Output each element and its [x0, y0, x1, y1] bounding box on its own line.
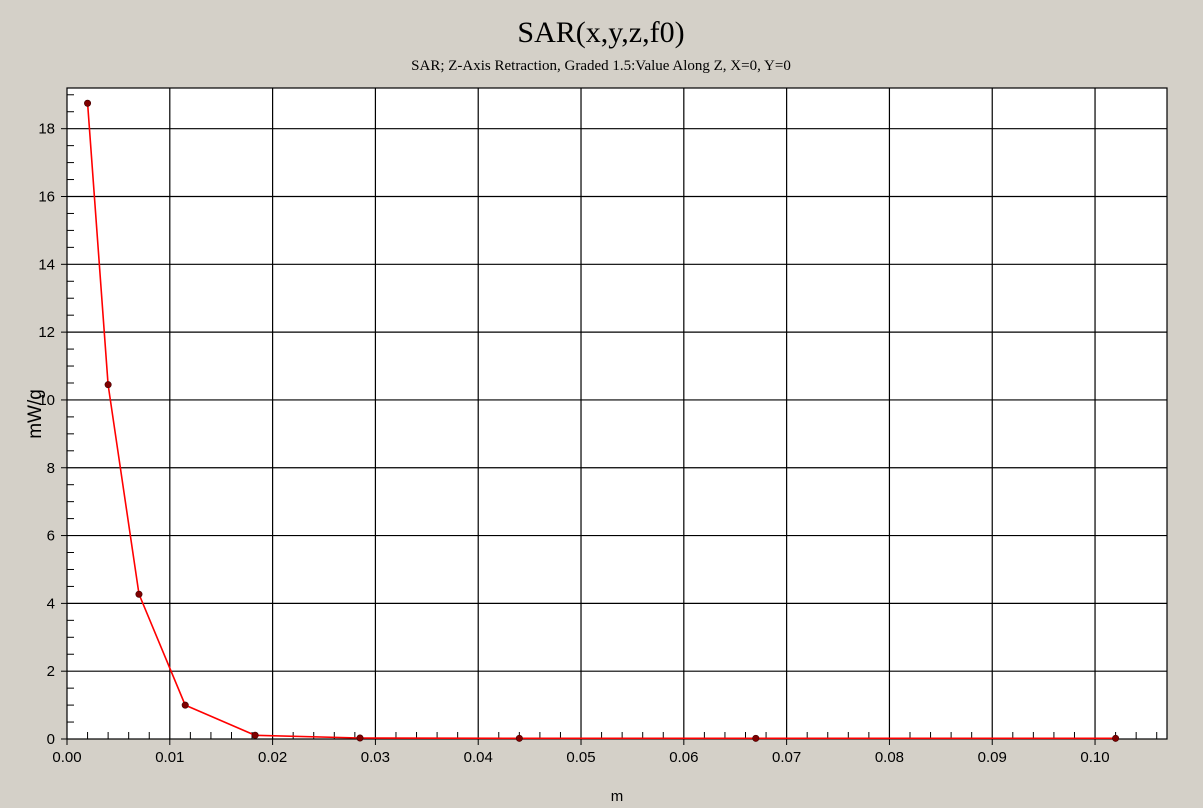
- chart-title: SAR(x,y,z,f0): [517, 16, 684, 49]
- y-tick-labels: 0 2 4 6 8 10 12 14 16 18: [38, 121, 55, 748]
- y-tick-label: 10: [38, 392, 55, 409]
- x-tick-label: 0.04: [464, 749, 493, 766]
- data-point: [104, 381, 112, 389]
- y-axis-label: mW/g: [25, 389, 46, 439]
- chart-subtitle: SAR; Z-Axis Retraction, Graded 1.5:Value…: [411, 58, 791, 74]
- y-tick-label: 0: [47, 731, 55, 748]
- x-tick-label: 0.03: [361, 749, 390, 766]
- data-point: [1112, 734, 1120, 742]
- y-tick-label: 12: [38, 324, 55, 341]
- x-tick-label: 0.01: [155, 749, 184, 766]
- data-point: [251, 731, 259, 739]
- series-layer: [84, 99, 1120, 742]
- x-tick-label: 0.05: [566, 749, 595, 766]
- plot-area: [66, 87, 1168, 740]
- data-point: [135, 590, 143, 598]
- x-axis-label: m: [611, 788, 624, 805]
- y-tick-label: 18: [38, 121, 55, 138]
- x-tick-label: 0.02: [258, 749, 287, 766]
- y-tick-label: 16: [38, 189, 55, 206]
- x-tick-label: 0.07: [772, 749, 801, 766]
- x-tick-label: 0.09: [978, 749, 1007, 766]
- x-tick-label: 0.08: [875, 749, 904, 766]
- data-point: [752, 734, 760, 742]
- grid: [67, 88, 1167, 739]
- x-tick-label: 0.00: [52, 749, 81, 766]
- y-tick-label: 8: [47, 460, 55, 477]
- y-tick-label: 4: [47, 595, 55, 612]
- data-point: [515, 734, 523, 742]
- x-tick-labels: 0.00 0.01 0.02 0.03 0.04 0.05 0.06 0.07 0.08 0.09…: [52, 749, 1109, 766]
- data-point: [356, 734, 364, 742]
- x-tick-label: 0.06: [669, 749, 698, 766]
- y-tick-label: 2: [47, 663, 55, 680]
- data-point: [181, 701, 189, 709]
- x-tick-label: 0.10: [1080, 749, 1109, 766]
- y-tick-label: 6: [47, 528, 55, 545]
- data-point: [84, 99, 92, 107]
- y-tick-label: 14: [38, 256, 55, 273]
